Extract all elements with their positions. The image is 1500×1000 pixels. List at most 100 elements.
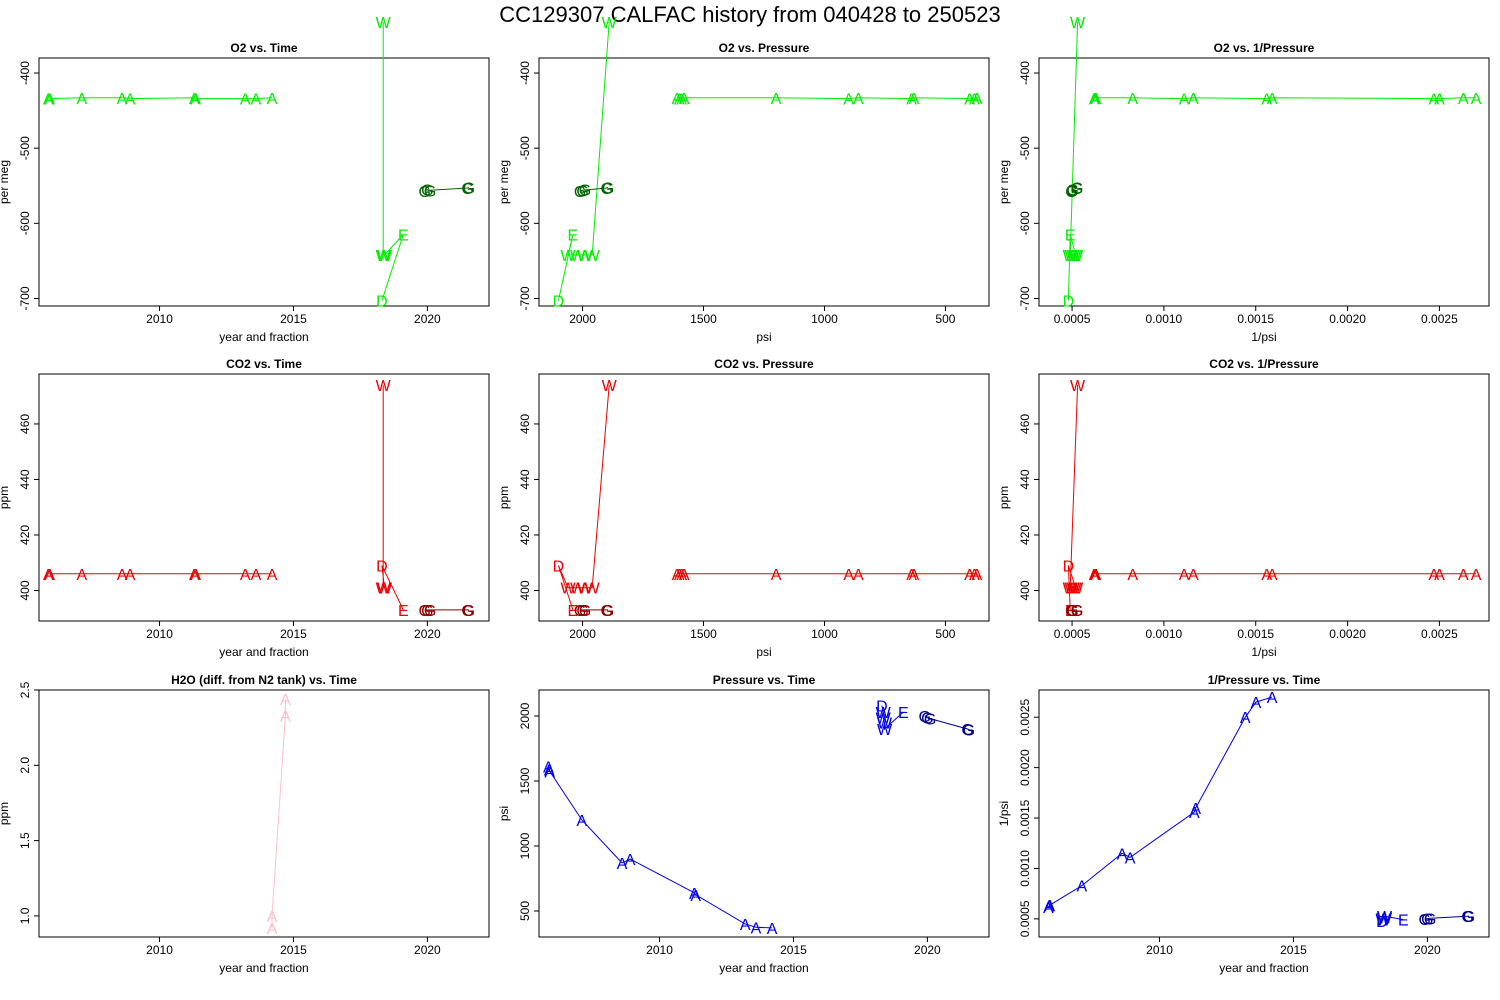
y-tick-label: 2000 [518,702,532,729]
series-line [1070,187,1078,192]
chart-title: 1/Pressure vs. Time [1208,673,1321,687]
y-axis-label: per meg [997,160,1011,204]
data-point-marker: A [1434,92,1445,109]
data-point-marker: A [267,909,278,926]
chart-panel-4: CO2 vs. Time year and fraction ppm 2010 2015… [0,357,490,659]
data-point-marker: A [1190,801,1201,818]
x-axis-label: 1/psi [1251,645,1276,659]
data-point-marker: A [1089,92,1100,109]
y-tick-label: 0.0025 [1018,699,1032,736]
x-tick-label: 0.0020 [1329,627,1366,641]
x-tick-label: 2000 [569,627,596,641]
x-tick-label: 2010 [146,943,173,957]
data-point-marker: A [544,764,555,781]
plot-frame [538,373,990,622]
chart-title: O2 vs. Pressure [719,41,810,55]
data-point-marker: D [876,699,888,716]
series-line [924,715,970,731]
y-axis-label: ppm [497,486,511,509]
data-point-marker: A [1471,567,1482,584]
data-point-marker: G [461,603,473,620]
x-tick-label: 2010 [1146,943,1173,957]
data-point-marker: W [1377,911,1393,928]
data-point-marker: A [972,91,983,108]
data-point-marker: W [376,581,392,598]
x-tick-label: 2015 [1280,943,1307,957]
data-point-marker: G [574,603,586,620]
y-tick-label: 2.0 [18,757,32,774]
x-tick-label: 0.0005 [1054,312,1091,326]
chart-panel-3: O2 vs. 1/Pressure 1/psi per meg 0.0005 0.001… [997,15,1490,344]
data-point-marker: W [577,581,593,598]
data-point-marker: A [1091,91,1102,108]
plot-frame [538,689,990,938]
data-point-marker: W [1376,913,1392,930]
data-point-marker: A [1117,846,1128,863]
x-tick-label: 0.0025 [1421,627,1458,641]
y-tick-label: -600 [518,211,532,235]
data-point-marker: W [602,15,618,32]
series-line [557,21,610,301]
x-axis-label: psi [756,330,771,344]
data-point-marker: A [1089,567,1100,584]
data-point-marker: G [421,603,433,620]
data-point-marker: W [376,378,392,395]
data-point-marker: G [574,184,586,201]
series-line [381,21,404,301]
x-tick-label: 0.0015 [1237,312,1274,326]
data-point-marker: A [190,92,201,109]
y-tick-label: 0.0005 [1018,900,1032,937]
data-point-marker: W [376,248,392,265]
data-point-marker: A [1179,92,1190,109]
data-point-marker: A [625,852,636,869]
series-line [1047,696,1273,908]
data-point-marker: A [906,567,917,584]
data-point-marker: G [602,180,614,197]
data-point-marker: A [1044,898,1055,915]
data-point-marker: G [924,712,936,729]
y-tick-label: 400 [518,580,532,600]
plot-frame [538,57,990,307]
plot-frame [1038,373,1490,622]
x-tick-label: 1000 [811,627,838,641]
data-point-marker: G [576,183,588,200]
data-point-marker: A [1127,91,1138,108]
y-tick-label: 500 [518,901,532,921]
data-point-marker: G [1066,183,1078,200]
data-point-marker: W [377,248,393,265]
data-point-marker: W [877,716,893,733]
x-axis-label: year and fraction [219,645,308,659]
x-tick-label: 0.0005 [1054,627,1091,641]
data-point-marker: A [1125,850,1136,867]
data-point-marker: A [251,92,262,109]
data-point-marker: A [689,886,700,903]
data-point-marker: W [1065,248,1081,265]
data-point-marker: D [376,558,388,575]
chart-panel-8: Pressure vs. Time year and fraction psi 201… [497,673,990,975]
data-point-marker: A [1188,91,1199,108]
series-line [881,705,904,731]
data-point-marker: E [1065,603,1076,620]
y-tick-label: 440 [18,469,32,489]
data-point-marker: G [1071,603,1083,620]
data-point-marker: G [961,722,973,739]
chart-panel-1: O2 vs. Time year and fraction per meg 2010 2… [0,15,490,344]
data-point-marker: A [1077,879,1088,896]
y-tick-label: -500 [518,136,532,160]
data-point-marker: A [189,91,200,108]
x-tick-label: 2020 [914,943,941,957]
data-point-marker: G [1461,909,1473,926]
data-point-marker: W [877,722,893,739]
data-point-marker: A [577,813,588,830]
y-tick-label: 460 [1018,414,1032,434]
chart-title: O2 vs. Time [230,41,297,55]
x-tick-label: 2020 [1414,943,1441,957]
x-tick-label: 2010 [146,627,173,641]
data-point-marker: G [1424,911,1436,928]
data-point-marker: A [969,567,980,584]
y-tick-label: -400 [1018,61,1032,85]
data-point-marker: A [617,856,628,873]
data-point-marker: A [543,760,554,777]
data-point-marker: G [1418,912,1430,929]
chart-title: CO2 vs. Pressure [714,357,814,371]
